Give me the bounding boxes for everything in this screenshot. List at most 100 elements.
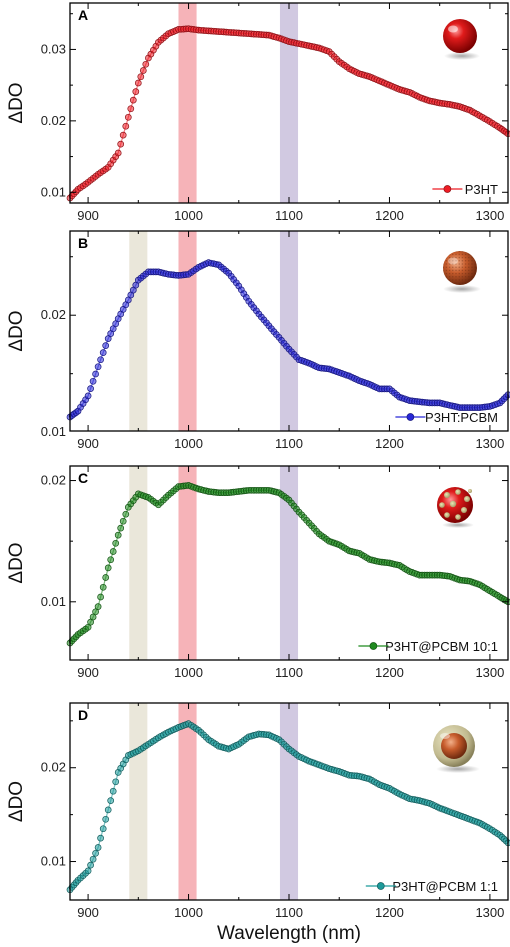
legend-marker xyxy=(369,642,378,650)
x-tick-label: 1200 xyxy=(375,905,404,920)
data-point xyxy=(127,105,135,113)
data-point xyxy=(84,867,92,875)
highlight-band xyxy=(178,231,197,431)
x-tick-label: 1300 xyxy=(475,208,504,223)
x-tick-label: 1000 xyxy=(174,436,203,451)
legend-label: P3HT@PCBM 10:1 xyxy=(385,639,498,654)
legend-label: P3HT@PCBM 1:1 xyxy=(392,879,498,894)
data-point xyxy=(102,815,110,823)
data-point xyxy=(119,131,127,139)
x-tick-label: 1100 xyxy=(275,436,303,451)
y-axis-title: ΔDO xyxy=(6,781,27,822)
panel-label: C xyxy=(78,470,88,486)
y-axis-title: ΔDO xyxy=(6,82,27,123)
data-point xyxy=(94,363,102,371)
legend-label: P3HT xyxy=(465,182,498,197)
data-point xyxy=(104,806,112,814)
data-point xyxy=(94,844,102,851)
x-tick-label: 1000 xyxy=(174,665,203,680)
panel-b: P3HT:PCBM 900 1000 1100 1200 1300 0.01 0.02 B ΔDO xyxy=(6,230,510,451)
data-point xyxy=(92,370,99,378)
x-tick-label: 1300 xyxy=(475,665,504,680)
data-point xyxy=(129,96,137,104)
y-tick-label: 0.01 xyxy=(41,854,66,869)
x-tick-label: 1000 xyxy=(174,905,203,920)
patchy-red-sphere-icon xyxy=(437,487,474,528)
legend-marker xyxy=(376,882,385,890)
data-point xyxy=(99,583,107,591)
data-point xyxy=(114,531,122,539)
highlight-band xyxy=(129,703,148,900)
y-tick-label: 0.02 xyxy=(41,307,66,322)
x-tick-label: 900 xyxy=(77,905,99,920)
data-point xyxy=(134,79,142,87)
highlight-band xyxy=(279,3,299,203)
panel-c: P3HT@PCBM 10:1 900 1000 1100 1200 1300 0.01 0.0… xyxy=(6,465,510,680)
x-tick-label: 1100 xyxy=(275,665,303,680)
y-tick-label: 0.01 xyxy=(41,424,66,439)
panel-d: P3HT@PCBM 1:1 900 1000 1100 1200 1300 0.01 0.02… xyxy=(6,702,510,920)
data-point xyxy=(99,825,107,833)
x-tick-label: 1100 xyxy=(275,208,303,223)
data-point xyxy=(87,861,94,869)
data-point xyxy=(97,593,104,601)
data-point xyxy=(139,67,147,74)
speckled-copper-sphere-icon xyxy=(443,251,481,293)
highlight-band xyxy=(178,466,197,660)
x-tick-label: 1200 xyxy=(375,665,404,680)
data-point xyxy=(107,797,115,804)
y-axis-title: ΔDO xyxy=(6,310,27,351)
red-sphere-icon xyxy=(443,19,480,60)
data-point xyxy=(102,342,110,349)
x-tick-label: 900 xyxy=(77,665,99,680)
highlight-band xyxy=(178,3,197,203)
x-tick-label: 1000 xyxy=(174,208,203,223)
data-point xyxy=(122,122,130,130)
y-tick-label: 0.01 xyxy=(41,184,66,199)
panel-label: A xyxy=(78,7,88,23)
data-point xyxy=(89,855,97,863)
data-point xyxy=(117,524,125,532)
core-shell-sphere-icon xyxy=(433,725,480,773)
data-point xyxy=(104,564,112,572)
x-tick-label: 1200 xyxy=(375,208,404,223)
highlight-band xyxy=(279,231,299,431)
data-point xyxy=(122,510,130,518)
legend-marker xyxy=(443,185,452,193)
data-point xyxy=(99,349,107,356)
data-point xyxy=(109,548,117,555)
data-point xyxy=(102,574,110,581)
highlight-band xyxy=(178,703,197,900)
data-point xyxy=(97,834,104,842)
x-axis-title: Wavelength (nm) xyxy=(217,923,361,944)
data-point xyxy=(114,149,122,157)
highlight-band xyxy=(279,466,299,660)
legend-marker xyxy=(406,413,415,421)
data-point xyxy=(132,88,140,95)
data-point xyxy=(97,356,104,364)
x-tick-label: 900 xyxy=(77,208,99,223)
highlight-band xyxy=(129,231,148,431)
panel-label: D xyxy=(78,707,88,723)
y-tick-label: 0.02 xyxy=(41,473,66,488)
x-tick-label: 1300 xyxy=(475,905,504,920)
data-point xyxy=(142,60,150,68)
data-point xyxy=(124,113,132,121)
x-tick-label: 1100 xyxy=(275,905,303,920)
y-tick-label: 0.03 xyxy=(41,41,66,56)
y-axis-title: ΔDO xyxy=(6,542,27,583)
legend-label: P3HT:PCBM xyxy=(425,410,498,425)
data-point xyxy=(94,603,102,610)
data-point xyxy=(112,539,120,547)
y-tick-label: 0.01 xyxy=(41,594,66,609)
data-point xyxy=(112,778,120,786)
data-point xyxy=(89,377,97,385)
data-point xyxy=(109,787,117,795)
data-point xyxy=(117,140,125,148)
y-tick-label: 0.02 xyxy=(41,113,66,128)
data-point xyxy=(137,73,145,81)
panel-label: B xyxy=(78,235,88,251)
x-tick-label: 900 xyxy=(77,436,99,451)
data-point xyxy=(119,517,127,525)
